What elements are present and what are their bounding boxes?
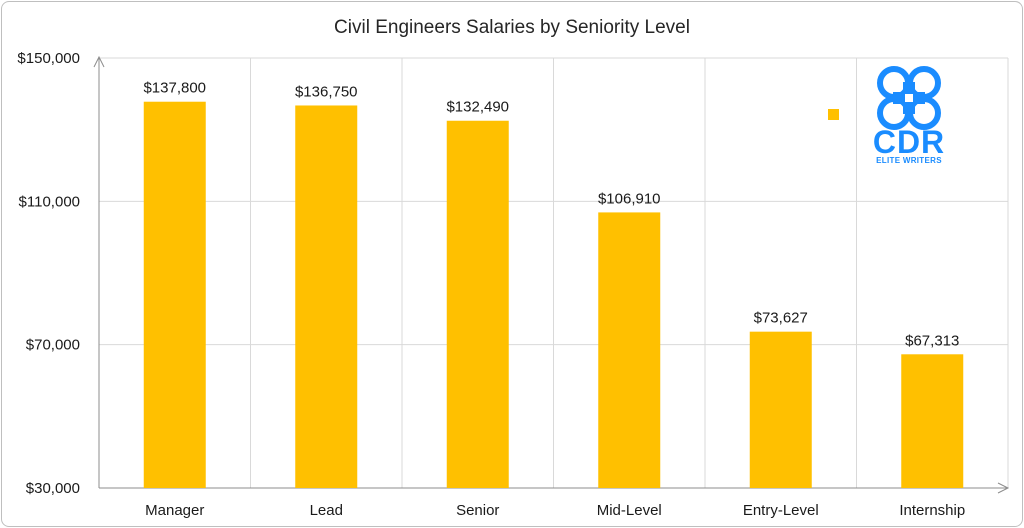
bar	[143, 101, 206, 488]
bar	[446, 120, 509, 488]
data-label: $67,313	[905, 332, 959, 349]
x-tick-label: Mid-Level	[597, 502, 662, 519]
y-tick-labels: $30,000 $70,000 $110,000 $150,000	[17, 50, 80, 497]
bar	[598, 212, 661, 489]
y-tick-label: $70,000	[26, 337, 80, 354]
y-tick-label: $110,000	[19, 193, 80, 210]
x-tick-label: Internship	[899, 502, 965, 519]
logo-center-hole	[905, 94, 913, 102]
bar	[901, 354, 964, 488]
data-label: $137,800	[143, 80, 206, 97]
bar	[749, 331, 812, 488]
data-label: $132,490	[446, 99, 509, 116]
logo-tagline: ELITE WRITERS	[876, 156, 942, 165]
chart-title: Civil Engineers Salaries by Seniority Le…	[334, 17, 690, 38]
x-tick-label: Lead	[310, 502, 343, 519]
y-tick-label: $150,000	[17, 50, 80, 67]
data-labels: $137,800 $136,750 $132,490 $106,910 $73,627 $…	[143, 80, 959, 350]
y-axis-arrow	[93, 55, 105, 68]
gridlines	[99, 57, 1009, 488]
category-labels: Manager Lead Senior Mid-Level Entry-Level Int…	[145, 502, 965, 519]
cdr-quatrefoil-icon	[877, 66, 941, 130]
bar	[295, 105, 358, 489]
cdr-logo: CDR ELITE WRITERS	[873, 66, 945, 165]
x-tick-label: Entry-Level	[743, 502, 819, 519]
logo-wordmark: CDR	[873, 124, 945, 160]
x-axis-arrow	[997, 482, 1010, 494]
x-tick-label: Manager	[145, 502, 204, 519]
y-tick-label: $30,000	[26, 480, 80, 497]
bars	[143, 101, 964, 489]
legend-swatch	[828, 109, 839, 120]
x-tick-label: Senior	[456, 502, 499, 519]
data-label: $73,627	[754, 310, 808, 327]
axes	[93, 55, 1010, 494]
data-label: $106,910	[598, 190, 661, 207]
data-label: $136,750	[295, 83, 358, 100]
